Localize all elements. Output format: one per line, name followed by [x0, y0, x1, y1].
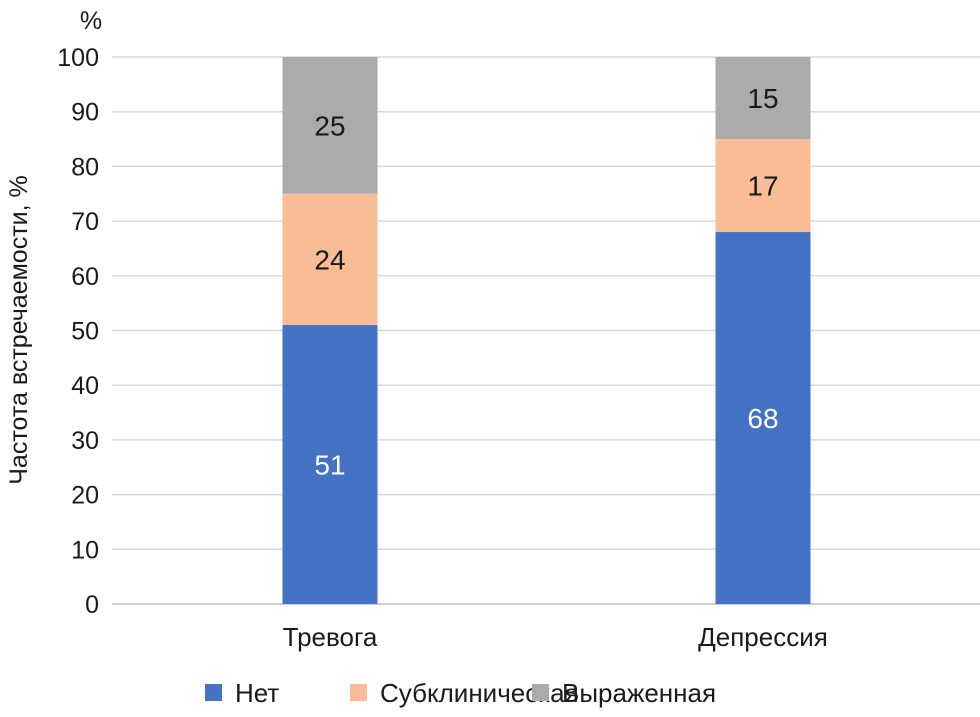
y-tick-label: 10: [71, 536, 99, 564]
bars: 51 24 25 68 17 15: [282, 57, 811, 605]
bar-segment: [715, 57, 811, 140]
gridlines: [112, 56, 980, 605]
bar-segment: [715, 232, 811, 605]
data-label: 24: [314, 244, 345, 275]
y-axis-title: Частота встречаемости, %: [5, 175, 33, 485]
x-axis-categories: Тревога Депрессия: [283, 622, 828, 652]
bar-segment: [715, 139, 811, 233]
y-tick-label: 100: [57, 44, 99, 72]
legend-label: Выраженная: [562, 678, 716, 708]
y-axis-unit-label: %: [80, 7, 102, 35]
bar-segment: [282, 325, 378, 604]
y-tick-label: 0: [85, 591, 99, 619]
x-category-label: Тревога: [283, 622, 378, 652]
y-tick-label: 50: [71, 318, 99, 346]
data-label: 15: [747, 83, 778, 114]
x-category-label: Депрессия: [698, 622, 828, 652]
data-label: 17: [747, 171, 778, 202]
legend-swatch: [532, 684, 549, 701]
legend-label: Нет: [235, 678, 279, 708]
bar-segment: [282, 193, 378, 326]
y-tick-label: 20: [71, 482, 99, 510]
y-axis-ticks: 0 10 20 30 40 50 60 70 80 90 100: [57, 44, 99, 619]
data-label: 51: [314, 450, 345, 481]
y-tick-label: 30: [71, 427, 99, 455]
legend-swatch: [350, 684, 367, 701]
data-label: 25: [314, 110, 345, 141]
y-tick-label: 80: [71, 153, 99, 181]
bar-segment: [282, 57, 378, 194]
y-tick-label: 40: [71, 372, 99, 400]
y-tick-label: 60: [71, 263, 99, 291]
legend-swatch: [205, 684, 222, 701]
y-tick-label: 90: [71, 99, 99, 127]
y-tick-label: 70: [71, 208, 99, 236]
data-label: 68: [747, 403, 778, 434]
